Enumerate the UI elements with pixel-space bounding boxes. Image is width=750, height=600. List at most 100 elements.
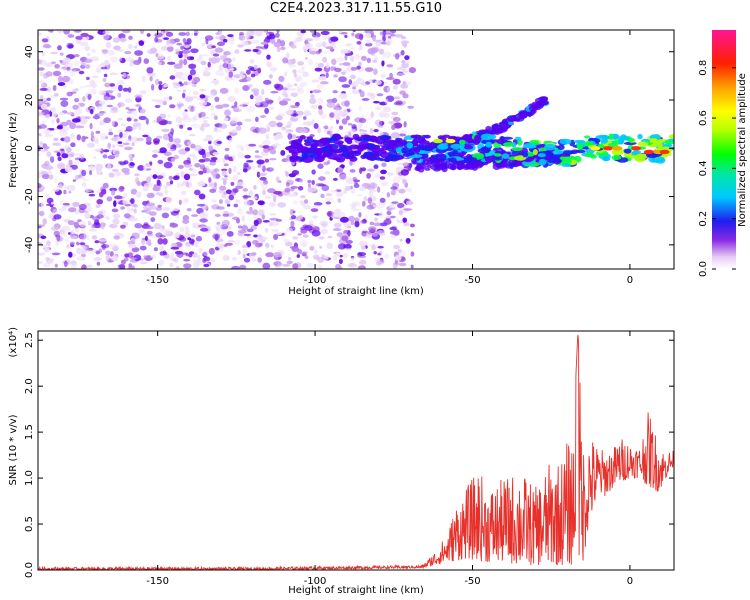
noise-blob [161,128,170,132]
noise-blob [394,254,402,261]
noise-blob [97,64,103,71]
noise-blob [79,220,87,228]
noise-blob [151,149,161,154]
noise-blob [38,111,45,116]
noise-blob [61,153,69,159]
noise-blob [139,245,147,251]
noise-blob [81,245,86,250]
band-blob [303,139,317,143]
noise-blob [242,249,248,254]
noise-blob [232,188,239,194]
noise-blob [201,42,206,47]
band-blob [575,149,586,154]
noise-blob [126,207,131,213]
noise-blob [107,155,116,160]
noise-blob [84,212,91,219]
x-tick-label: 0 [627,275,633,286]
noise-blob [197,203,205,207]
noise-blob [169,75,176,80]
noise-blob [347,263,351,267]
noise-blob [153,247,158,252]
noise-blob [403,208,413,211]
noise-blob [293,200,298,205]
noise-blob [389,72,393,79]
noise-blob [309,90,313,94]
noise-blob [242,102,249,105]
noise-blob [384,98,389,105]
noise-blob [117,141,123,145]
noise-blob [38,172,42,179]
noise-blob [211,45,216,49]
noise-blob [251,252,257,256]
noise-blob [246,228,254,233]
noise-blob [57,45,62,51]
noise-blob [232,174,238,181]
noise-blob [197,254,201,262]
noise-blob [361,231,367,237]
noise-blob [312,226,320,233]
noise-blob [182,72,190,77]
noise-blob [138,40,145,46]
snr-y-axis: 0.0 0.5 1.0 1.5 2.0 2.5 [24,332,674,578]
noise-blob [53,177,58,183]
upper-branch-blob [538,96,547,101]
noise-blob [38,252,45,256]
noise-blob [75,35,84,40]
noise-blob [71,118,81,123]
noise-blob [61,225,71,232]
noise-blob [198,159,206,163]
noise-blob [342,253,349,258]
noise-blob [269,158,277,161]
upper-branch-blob [506,117,515,121]
noise-blob [297,186,304,191]
noise-blob [344,34,348,39]
noise-blob [131,153,135,158]
noise-blob [372,59,377,63]
noise-blob [146,226,154,230]
noise-blob [52,188,60,192]
noise-blob [338,63,343,66]
noise-blob [282,57,289,64]
noise-blob [202,105,208,110]
noise-blob [242,85,250,91]
noise-blob [98,210,104,216]
noise-blob [134,223,143,229]
noise-blob [163,251,168,256]
noise-blob [392,85,398,90]
noise-blob [390,116,398,120]
noise-blob [232,240,241,245]
noise-blob [126,117,132,122]
noise-blob [213,128,223,133]
noise-blob [302,234,309,238]
noise-blob [174,175,180,179]
noise-blob [150,217,156,223]
noise-blob [96,214,104,219]
y-tick-label: 40 [24,45,35,58]
noise-blob [402,179,407,184]
noise-blob [122,199,129,205]
lower-branch-blob [414,166,421,172]
noise-blob [195,262,203,266]
noise-blob [332,110,341,118]
noise-blob [248,143,257,147]
band-blob [583,141,594,147]
noise-blob [354,53,360,60]
noise-blob [224,60,229,64]
noise-blob [215,36,224,40]
noise-blob [212,173,221,180]
spectrogram-y-label: Frequency (Hz) [8,112,19,188]
noise-blob [221,170,227,177]
noise-blob [297,84,304,91]
noise-blob [259,115,267,118]
noise-blob [221,168,228,172]
noise-blob [113,200,117,208]
band-blob [409,154,423,159]
noise-blob [89,108,94,115]
noise-blob [285,182,290,187]
noise-blob [39,87,49,91]
band-blob [459,139,466,145]
noise-blob [114,265,120,269]
noise-blob [221,193,226,198]
noise-blob [303,204,311,210]
noise-blob [358,212,362,218]
